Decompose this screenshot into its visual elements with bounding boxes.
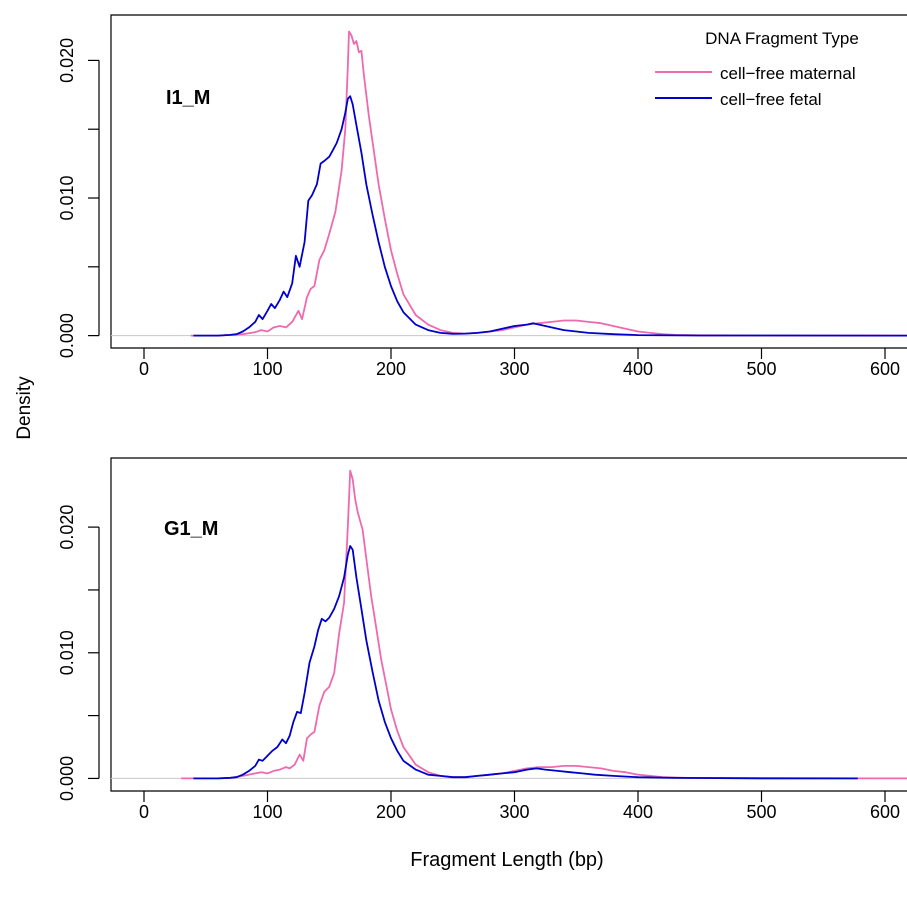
y-axis-label: Density (14, 376, 35, 440)
x-tick-label: 300 (499, 359, 529, 379)
x-tick-label: 500 (746, 359, 776, 379)
series-line-maternal (190, 30, 907, 337)
plot-frame (110, 14, 907, 349)
series-line-fetal (193, 95, 907, 337)
y-tick-label: 0.020 (57, 505, 77, 550)
x-tick-label: 100 (252, 802, 282, 822)
x-tick-label: 200 (376, 802, 406, 822)
panel-label: I1_M (166, 87, 210, 109)
legend-label-fetal: cell−free fetal (720, 90, 822, 109)
series-line-fetal (193, 545, 858, 780)
x-tick-label: 500 (746, 802, 776, 822)
panel-bottom: G1_M 0 100 200 300 400 500 600 0.000 0.010 0.020 (57, 457, 907, 822)
plot-frame (110, 457, 907, 792)
x-tick-label: 600 (870, 802, 900, 822)
panel-label: G1_M (164, 518, 218, 540)
y-tick-label: 0.000 (57, 756, 77, 801)
x-tick-label: 400 (623, 802, 653, 822)
x-tick-label: 400 (623, 359, 653, 379)
x-tick-label: 0 (139, 802, 149, 822)
y-tick-label: 0.000 (57, 313, 77, 358)
x-tick-label: 300 (499, 802, 529, 822)
x-tick-label: 200 (376, 359, 406, 379)
y-tick-label: 0.010 (57, 630, 77, 675)
legend-label-maternal: cell−free maternal (720, 64, 856, 83)
panel-top: I1_M DNA Fragment Type cell−free materna… (57, 14, 907, 379)
legend: DNA Fragment Type cell−free maternal cel… (655, 29, 859, 109)
legend-title: DNA Fragment Type (705, 29, 859, 48)
x-axis-label: Fragment Length (bp) (410, 849, 603, 871)
y-tick-label: 0.010 (57, 175, 77, 220)
x-tick-label: 0 (139, 359, 149, 379)
x-tick-label: 600 (870, 359, 900, 379)
x-tick-label: 100 (252, 359, 282, 379)
y-tick-label: 0.020 (57, 38, 77, 83)
series-line-maternal (181, 469, 907, 780)
